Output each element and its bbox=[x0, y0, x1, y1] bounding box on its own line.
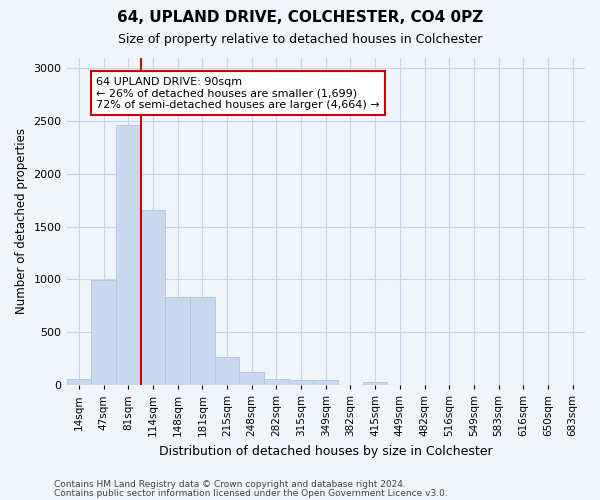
Bar bbox=[91, 280, 116, 385]
Bar bbox=[165, 298, 190, 385]
Bar bbox=[140, 210, 165, 385]
Text: 64 UPLAND DRIVE: 90sqm
← 26% of detached houses are smaller (1,699)
72% of semi-: 64 UPLAND DRIVE: 90sqm ← 26% of detached… bbox=[96, 76, 380, 110]
Bar bbox=[116, 124, 140, 385]
Text: 64, UPLAND DRIVE, COLCHESTER, CO4 0PZ: 64, UPLAND DRIVE, COLCHESTER, CO4 0PZ bbox=[117, 10, 483, 25]
Text: Contains HM Land Registry data © Crown copyright and database right 2024.: Contains HM Land Registry data © Crown c… bbox=[54, 480, 406, 489]
Bar bbox=[363, 382, 388, 385]
Bar bbox=[67, 379, 91, 385]
X-axis label: Distribution of detached houses by size in Colchester: Distribution of detached houses by size … bbox=[159, 444, 493, 458]
Bar bbox=[215, 357, 239, 385]
Bar bbox=[313, 380, 338, 385]
Bar bbox=[239, 372, 264, 385]
Bar bbox=[190, 298, 215, 385]
Bar bbox=[264, 379, 289, 385]
Y-axis label: Number of detached properties: Number of detached properties bbox=[15, 128, 28, 314]
Text: Size of property relative to detached houses in Colchester: Size of property relative to detached ho… bbox=[118, 32, 482, 46]
Bar bbox=[289, 380, 313, 385]
Text: Contains public sector information licensed under the Open Government Licence v3: Contains public sector information licen… bbox=[54, 490, 448, 498]
